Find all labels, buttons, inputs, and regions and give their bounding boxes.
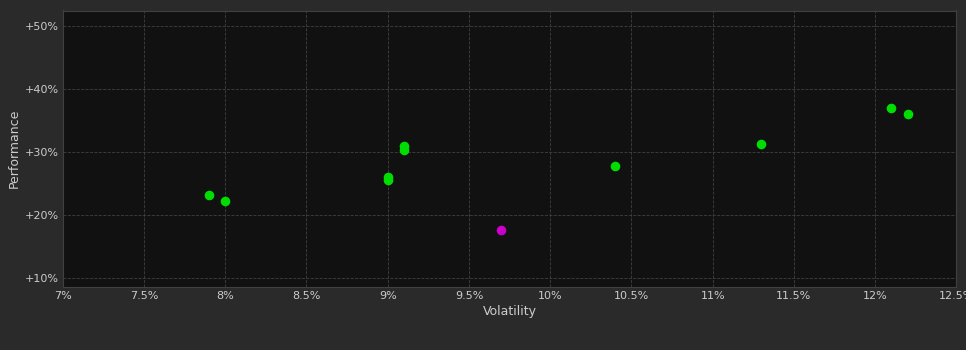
Y-axis label: Performance: Performance — [8, 109, 20, 188]
Point — [900, 111, 916, 117]
Point — [608, 163, 623, 168]
Point — [753, 141, 769, 147]
Point — [494, 228, 509, 233]
Point — [217, 198, 233, 204]
Point — [884, 105, 899, 111]
X-axis label: Volatility: Volatility — [483, 305, 536, 318]
Point — [380, 174, 395, 180]
Point — [380, 177, 395, 182]
Point — [396, 143, 412, 148]
Point — [396, 147, 412, 153]
Point — [201, 192, 216, 197]
